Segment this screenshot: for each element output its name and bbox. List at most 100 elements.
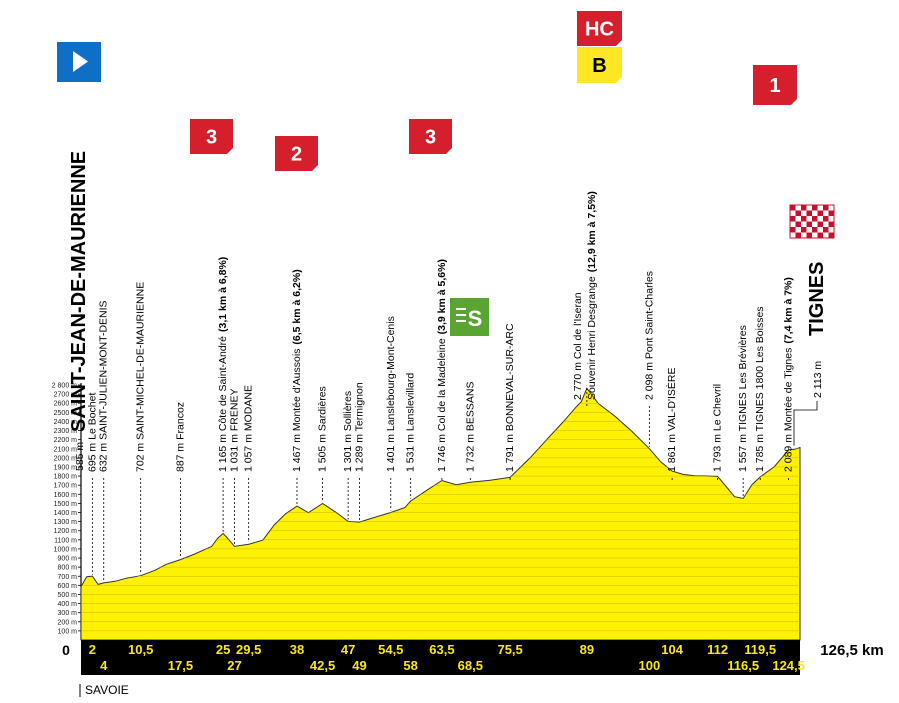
distance-marker-bottom: 42,5 (310, 658, 335, 673)
climb-badge-shape (190, 119, 233, 154)
finish-flag-square (801, 216, 807, 222)
place-label-text: 1 785 m TIGNES 1800 Les Boisses (754, 306, 766, 472)
finish-flag-square (806, 221, 812, 227)
distance-marker-bottom: 116,5 (727, 658, 759, 673)
distance-marker-bottom: 27 (227, 658, 241, 673)
y-tick-label: 1700 m (54, 483, 78, 490)
y-axis: 100 m 200 m 300 m 400 m 500 m 600 m 700 m 800 m… (52, 383, 82, 640)
y-tick-label: 1800 m (54, 474, 78, 481)
iseran-souvenir: Souvenir Henri Desgrange (586, 276, 598, 400)
place-label-text: 1 301 m Sollières (342, 391, 354, 472)
finish-flag-square (817, 232, 823, 238)
place-label-text: 1 557 m TIGNES Les Brévières (737, 325, 749, 472)
y-tick-label: 200 m (58, 619, 78, 626)
place-label: 1 031 m FRENEY (228, 389, 240, 472)
y-tick-label: 600 m (58, 583, 78, 590)
y-tick-label: 1500 m (54, 501, 78, 508)
place-label: 1 531 m Lanslevillard (405, 373, 417, 472)
iseran-label-line1: 2 770 m Col de l'Iseran (572, 292, 584, 400)
distance-bar: 2 10,5 25 29,5 38 47 54,5 63,5 75,5 89 104 112 119,5… (81, 640, 805, 675)
finish-flag-square (801, 205, 807, 211)
climb-badge-label: B (592, 55, 606, 77)
finish-flag-square (812, 205, 818, 211)
y-tick-label: 500 m (58, 592, 78, 599)
place-label: 1 861 m VAL-D'ISÈRE (665, 367, 678, 472)
climb-badge-label: 2 (291, 144, 302, 166)
distance-marker-top: 2 (89, 642, 96, 657)
place-label: 1 505 m Sardières (317, 386, 329, 472)
finish-flag-square (817, 221, 823, 227)
place-label: 695 m Le Bochet (86, 393, 98, 472)
sprint-badge-bg (450, 298, 489, 336)
finish-flag-icon (789, 204, 835, 239)
y-tick-label: 300 m (58, 610, 78, 617)
distance-marker-bottom: 4 (100, 658, 108, 673)
place-label: 1 791 m BONNEVAL-SUR-ARC (504, 323, 516, 472)
climb-category-badge: 1 (753, 65, 797, 105)
elevation-profile (80, 387, 801, 641)
climb-badge-label: HC (585, 19, 614, 41)
iseran-climb-info: (12,9 km à 7,5%) (586, 191, 598, 272)
pont-saint-charles-label: 2 098 m Pont Saint-Charles (643, 271, 655, 400)
place-label: 2 089 m Montée de Tignes (7,4 km à 7%) (783, 277, 795, 472)
finish-flag-square (801, 227, 807, 233)
place-label: 1 793 m Le Chevril (712, 384, 724, 472)
finish-flag-square (795, 210, 801, 216)
place-label: 1 732 m BESSANS (464, 382, 476, 472)
climb-badges: 3 2 3 HC B 1 S (190, 11, 797, 336)
y-tick-label: 1900 m (54, 464, 78, 471)
place-label-text: 1 746 m Col de la Madeleine (436, 338, 448, 472)
y-tick-label: 2600 m (54, 401, 78, 408)
y-tick-label: 1400 m (54, 510, 78, 517)
place-leader-lines (91, 385, 818, 581)
place-climb-info: (3,9 km à 5,6%) (436, 259, 448, 334)
place-label-text: 1 057 m MODANE (243, 385, 255, 472)
distance-marker-top: 119,5 (744, 642, 776, 657)
y-tick-label: 1300 m (54, 519, 78, 526)
distance-marker-top: 89 (580, 642, 594, 657)
distance-marker-bottom: 68,5 (458, 658, 483, 673)
finish-flag-square (812, 227, 818, 233)
place-label-text: 1 505 m Sardières (317, 386, 329, 472)
place-label: 1 746 m Col de la Madeleine (3,9 km à 5,6… (436, 259, 448, 472)
finish-flag-square (790, 227, 796, 233)
y-tick-label: 1000 m (54, 546, 78, 553)
place-label: 702 m SAINT-MICHEL-DE-MAURIENNE (135, 282, 147, 472)
finish-flag-square (823, 216, 829, 222)
climb-badge-shape (577, 47, 622, 83)
place-label-text: 1 401 m Lanslebourg-Mont-Cenis (385, 316, 397, 472)
finish-leader (793, 401, 818, 446)
climb-category-badge: 3 (409, 119, 452, 154)
distance-marker-top: 54,5 (378, 642, 403, 657)
place-label: 1 301 m Sollières (342, 391, 354, 472)
place-label-text: 2 089 m Montée de Tignes (783, 348, 795, 472)
y-tick-label: 2 800 m (52, 383, 77, 390)
finish-flag-square (812, 216, 818, 222)
distance-marker-top: 25 (216, 642, 230, 657)
finish-flag-square (828, 232, 834, 238)
start-town-name: SAINT-JEAN-DE-MAURIENNE (68, 151, 90, 432)
climb-badge-label: 1 (769, 75, 780, 97)
distance-marker-top: 47 (341, 642, 355, 657)
y-tick-label: 100 m (58, 628, 78, 635)
place-label-text: 1 031 m FRENEY (228, 389, 240, 472)
distance-bar-bg (81, 640, 800, 675)
place-label-text: 1 861 m VAL-D'ISÈRE (665, 367, 678, 472)
distance-marker-top: 38 (290, 642, 304, 657)
start-arrow-icon (73, 51, 88, 72)
finish-flag-square (806, 232, 812, 238)
distance-marker-top: 10,5 (128, 642, 153, 657)
climb-badge-label: 3 (425, 127, 436, 149)
distance-marker-top: 29,5 (236, 642, 261, 657)
climb-category-badge: B (577, 47, 622, 83)
y-tick-label: 2100 m (54, 446, 78, 453)
place-label: 1 165 m Côte de Saint-André (3,1 km à 6,8… (217, 257, 229, 472)
climb-category-badge: HC (577, 11, 622, 46)
y-tick-label: 1600 m (54, 492, 78, 499)
finish-flag-square (817, 210, 823, 216)
place-climb-info: (3,1 km à 6,8%) (217, 257, 229, 332)
place-climb-info: (6,5 km à 6,2%) (291, 269, 303, 344)
place-label-text: 1 531 m Lanslevillard (405, 373, 417, 472)
y-tick-label: 1100 m (54, 537, 77, 544)
